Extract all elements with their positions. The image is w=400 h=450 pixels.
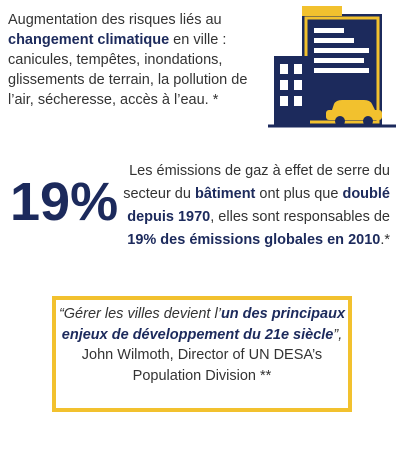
stat-text: Les émissions de gaz à effet de serre du… <box>122 160 390 252</box>
stat-figure: 19% <box>10 172 119 232</box>
quote-text: “Gérer les villes devient l’ <box>58 306 221 322</box>
text-run: ont plus que <box>255 186 343 202</box>
text-run: .* <box>380 232 390 248</box>
quote-highlight: un des principaux enjeux de développemen… <box>61 306 346 343</box>
attribution: John Wilmoth, Director of UN DESA’s Popu… <box>81 347 323 384</box>
city-icon <box>268 6 396 128</box>
quote-text: ”, <box>333 326 343 343</box>
highlight: bâtiment <box>194 186 256 202</box>
text-run: Augmentation des risques liés au <box>8 12 222 28</box>
highlight: changement climatique <box>8 32 170 48</box>
text-run: Les émissions de gaz à effet de serre du… <box>123 163 390 202</box>
quote-box: “Gérer les villes devient l’un des princ… <box>52 296 352 412</box>
intro-text: Augmentation des risques liés au changem… <box>8 10 263 110</box>
highlight: 19% des émissions globales en 2010 <box>127 232 381 248</box>
highlight: doublé depuis 1970 <box>127 186 390 225</box>
text-run: en ville : canicules, tempêtes, inondati… <box>8 32 248 108</box>
text-run: , elles sont responsables de <box>210 209 390 225</box>
